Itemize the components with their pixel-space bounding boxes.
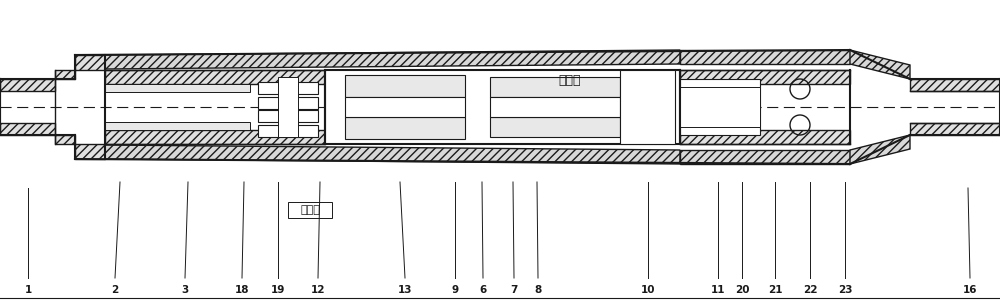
Text: 21: 21 [768,285,782,295]
Text: 密封段: 密封段 [559,73,581,86]
Text: 12: 12 [311,285,325,295]
Text: 1: 1 [24,285,32,295]
Bar [105,70,325,84]
Bar [680,87,760,127]
Polygon shape [680,150,850,164]
Text: 9: 9 [451,285,459,295]
Polygon shape [680,50,850,64]
Polygon shape [105,50,680,69]
Polygon shape [105,145,680,164]
Bar [490,97,620,117]
Bar [258,110,318,122]
Bar [278,77,298,137]
Text: 3: 3 [181,285,189,295]
Polygon shape [0,79,55,91]
Bar [680,70,850,84]
Bar [345,117,465,139]
Bar [105,84,250,92]
Polygon shape [910,123,1000,135]
Text: 16: 16 [963,285,977,295]
Polygon shape [850,135,910,164]
Polygon shape [55,135,105,159]
Text: 19: 19 [271,285,285,295]
Text: 23: 23 [838,285,852,295]
Bar [680,79,760,135]
Text: 13: 13 [398,285,412,295]
Bar [105,130,325,144]
Bar [345,97,465,117]
Text: 20: 20 [735,285,749,295]
Polygon shape [55,55,105,79]
Bar [490,77,620,97]
Text: 2: 2 [111,285,119,295]
Bar [490,117,620,137]
Bar [258,97,318,109]
Text: 22: 22 [803,285,817,295]
Text: 18: 18 [235,285,249,295]
Bar [680,130,850,144]
Bar [105,122,250,130]
Bar [345,75,465,97]
Text: 8: 8 [534,285,542,295]
Bar [620,70,675,144]
Polygon shape [0,123,55,135]
Text: 7: 7 [510,285,518,295]
Bar [258,125,318,137]
Bar [288,202,332,218]
Text: 11: 11 [711,285,725,295]
Bar [258,82,318,94]
Text: 10: 10 [641,285,655,295]
Text: 注调段: 注调段 [300,205,320,215]
Text: 6: 6 [479,285,487,295]
Bar [325,70,680,144]
Polygon shape [850,50,910,79]
Polygon shape [910,79,1000,91]
